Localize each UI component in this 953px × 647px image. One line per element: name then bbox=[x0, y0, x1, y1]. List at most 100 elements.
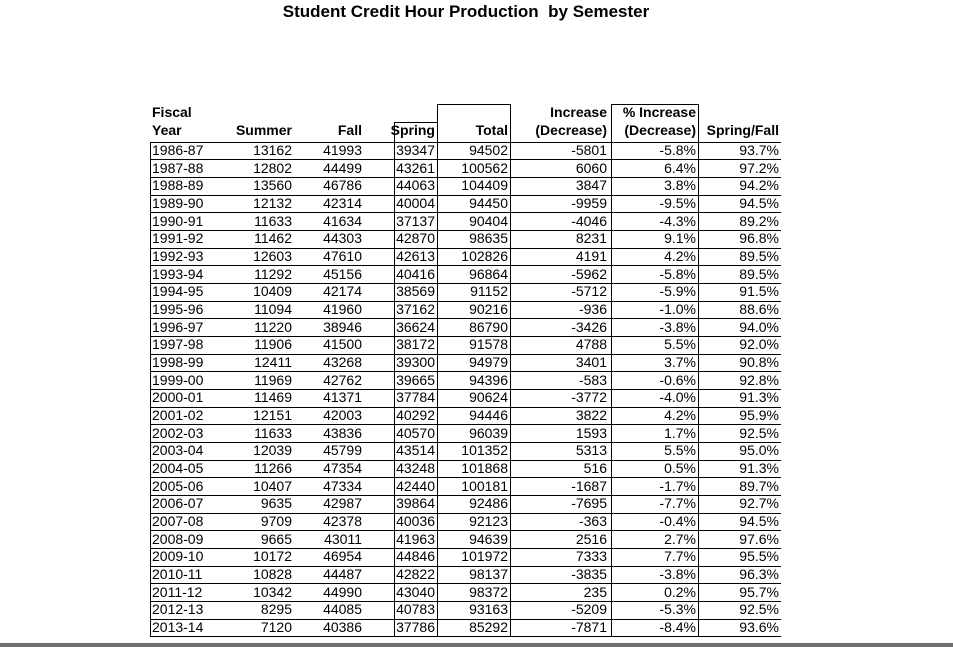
cell-value: 12132 bbox=[253, 195, 292, 211]
cell-value: 11906 bbox=[254, 336, 292, 353]
cell-value: 101868 bbox=[461, 460, 508, 477]
row-border bbox=[150, 371, 781, 373]
cell-value: 36624 bbox=[396, 318, 435, 335]
cell-value: -4046 bbox=[571, 212, 607, 229]
cell-value: -5962 bbox=[571, 265, 607, 282]
cell-value: 41500 bbox=[323, 336, 362, 353]
row-border bbox=[150, 565, 781, 567]
cell-value: 92.5% bbox=[739, 601, 779, 618]
cell-value: 13162 bbox=[253, 142, 292, 158]
cell-value: -5.8% bbox=[659, 142, 696, 158]
cell-value: 37162 bbox=[396, 301, 435, 318]
cell-value: -9959 bbox=[571, 195, 607, 211]
header-border bbox=[394, 122, 437, 123]
cell-value: 10342 bbox=[253, 583, 292, 600]
cell-value: 96864 bbox=[469, 265, 508, 282]
cell-value: 43268 bbox=[323, 354, 362, 371]
cell-value: -1.7% bbox=[659, 477, 696, 494]
cell-value: 96039 bbox=[469, 424, 508, 441]
cell-value: 37784 bbox=[396, 389, 435, 406]
cell-value: 41993 bbox=[323, 142, 362, 158]
cell-value: 12603 bbox=[253, 248, 292, 265]
header-border bbox=[437, 104, 510, 105]
column-header: Increase bbox=[550, 104, 607, 120]
cell-value: 41371 bbox=[323, 389, 362, 406]
column-header: % Increase bbox=[622, 104, 696, 120]
cell-value: 46954 bbox=[323, 548, 362, 565]
cell-value: 44303 bbox=[323, 230, 362, 247]
cell-value: 94.5% bbox=[739, 195, 779, 211]
cell-value: 12151 bbox=[253, 407, 292, 424]
row-border bbox=[150, 212, 781, 214]
cell-value: 11633 bbox=[254, 212, 292, 229]
cell-value: 7.7% bbox=[664, 548, 696, 565]
column-header: Year bbox=[152, 122, 182, 138]
row-border bbox=[150, 618, 781, 620]
cell-value: 11266 bbox=[254, 460, 292, 477]
cell-value: -3426 bbox=[571, 318, 607, 335]
cell-value: -5.8% bbox=[659, 265, 696, 282]
cell-value: 97.2% bbox=[739, 159, 779, 176]
cell-value: 38172 bbox=[396, 336, 435, 353]
row-label: 2009-10 bbox=[152, 548, 204, 565]
cell-value: 93163 bbox=[469, 601, 508, 618]
cell-value: 40416 bbox=[396, 265, 435, 282]
row-border bbox=[150, 600, 781, 602]
cell-value: 93.6% bbox=[739, 619, 779, 636]
cell-value: 13560 bbox=[253, 177, 292, 194]
cell-value: 10409 bbox=[253, 283, 292, 300]
cell-value: 91.3% bbox=[739, 460, 779, 477]
cell-value: 11094 bbox=[254, 301, 292, 318]
cell-value: -5209 bbox=[571, 601, 607, 618]
row-border bbox=[150, 441, 781, 443]
cell-value: 37786 bbox=[396, 619, 435, 636]
row-border bbox=[150, 194, 781, 196]
row-border bbox=[150, 265, 781, 267]
cell-value: 95.7% bbox=[739, 583, 779, 600]
cell-value: 95.9% bbox=[739, 407, 779, 424]
cell-value: 44499 bbox=[323, 159, 362, 176]
column-border bbox=[510, 104, 511, 637]
row-label: 2006-07 bbox=[152, 495, 204, 512]
cell-value: 89.5% bbox=[739, 248, 779, 265]
cell-value: 10828 bbox=[253, 566, 292, 583]
cell-value: 39347 bbox=[396, 142, 435, 158]
cell-value: 94450 bbox=[469, 195, 508, 211]
cell-value: 37137 bbox=[396, 212, 435, 229]
cell-value: 96.3% bbox=[739, 566, 779, 583]
cell-value: 5.5% bbox=[664, 442, 696, 459]
cell-value: 4.2% bbox=[664, 407, 696, 424]
column-header: (Decrease) bbox=[624, 122, 696, 138]
cell-value: 45156 bbox=[323, 265, 362, 282]
cell-value: -3.8% bbox=[659, 318, 696, 335]
row-border bbox=[150, 176, 781, 178]
cell-value: 42987 bbox=[323, 495, 362, 512]
cell-value: 4.2% bbox=[664, 248, 696, 265]
cell-value: 42314 bbox=[323, 195, 362, 211]
cell-value: 9635 bbox=[260, 495, 292, 512]
cell-value: 11462 bbox=[254, 230, 292, 247]
cell-value: 5313 bbox=[575, 442, 607, 459]
cell-value: 42003 bbox=[323, 407, 362, 424]
cell-value: -9.5% bbox=[659, 195, 696, 211]
column-border bbox=[698, 104, 699, 637]
row-label: 2011-12 bbox=[152, 583, 203, 600]
cell-value: -7695 bbox=[571, 495, 607, 512]
cell-value: 91.5% bbox=[739, 283, 779, 300]
cell-value: -5801 bbox=[571, 142, 607, 158]
row-border bbox=[150, 636, 781, 638]
cell-value: -3835 bbox=[571, 566, 607, 583]
cell-value: 93.7% bbox=[739, 142, 779, 158]
cell-value: 6.4% bbox=[664, 159, 696, 176]
row-border bbox=[150, 583, 781, 585]
cell-value: 44990 bbox=[323, 583, 362, 600]
cell-value: 43261 bbox=[396, 159, 435, 176]
cell-value: 4191 bbox=[575, 248, 607, 265]
cell-value: 42174 bbox=[323, 283, 362, 300]
row-border bbox=[150, 459, 781, 461]
cell-value: -5712 bbox=[571, 283, 607, 300]
cell-value: -1687 bbox=[571, 477, 607, 494]
cell-value: 98372 bbox=[469, 583, 508, 600]
row-label: 2005-06 bbox=[152, 477, 204, 494]
cell-value: 11292 bbox=[254, 265, 292, 282]
